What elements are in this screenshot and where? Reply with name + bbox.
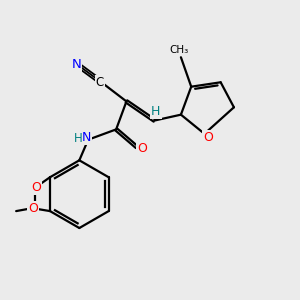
Text: O: O xyxy=(203,131,213,144)
Text: H: H xyxy=(151,105,160,118)
Text: H: H xyxy=(74,132,82,145)
Text: O: O xyxy=(137,142,147,155)
Text: O: O xyxy=(31,181,41,194)
Text: CH₃: CH₃ xyxy=(170,46,189,56)
Text: N: N xyxy=(82,131,92,144)
Text: C: C xyxy=(96,76,104,89)
Text: N: N xyxy=(71,58,81,71)
Text: O: O xyxy=(28,202,38,215)
